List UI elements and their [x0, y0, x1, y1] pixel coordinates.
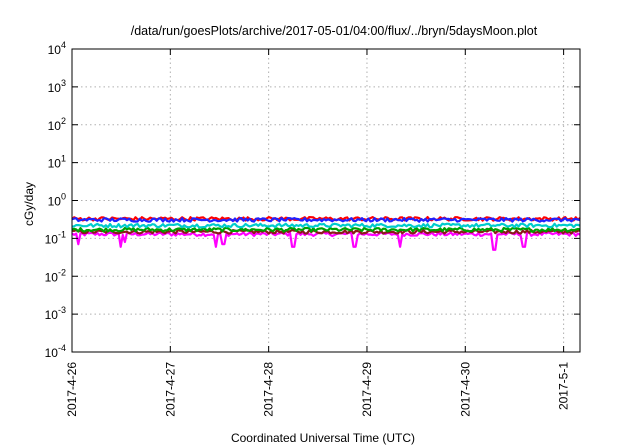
x-axis-label: Coordinated Universal Time (UTC) [231, 431, 415, 445]
series-line-3 [71, 222, 581, 229]
x-tick-label: 2017-5-1 [557, 362, 571, 410]
y-tick-label: 10-1 [45, 229, 66, 246]
x-tick-label: 2017-4-29 [360, 362, 374, 417]
series-line-0 [71, 231, 581, 251]
plot-frame [71, 48, 581, 353]
series-lines [71, 216, 581, 251]
x-tick-label: 2017-4-27 [163, 362, 177, 417]
series-line-2 [71, 226, 581, 233]
x-tick-label: 2017-4-28 [262, 362, 276, 417]
chart-title: /data/run/goesPlots/archive/2017-05-01/0… [131, 24, 538, 38]
y-tick-label: 104 [48, 40, 66, 57]
y-tick-label: 102 [48, 116, 66, 133]
grid-lines [72, 49, 580, 352]
axes: 10-4 10-3 10-2 10-1 100 101 102 103 104 2017-4-26… [45, 40, 580, 417]
y-tick-label: 100 [48, 192, 66, 209]
y-tick-label: 10-2 [45, 267, 66, 284]
x-tick-label: 2017-4-26 [65, 362, 79, 417]
x-tick-label: 2017-4-30 [458, 362, 472, 417]
y-axis-label: cGy/day [22, 182, 36, 226]
y-tick-label: 10-4 [45, 343, 66, 360]
series-line-5 [71, 217, 581, 223]
y-tick-label: 10-3 [45, 305, 66, 322]
y-tick-label: 101 [48, 154, 66, 171]
series-line-1 [71, 228, 581, 235]
y-tick-label: 103 [48, 78, 66, 95]
